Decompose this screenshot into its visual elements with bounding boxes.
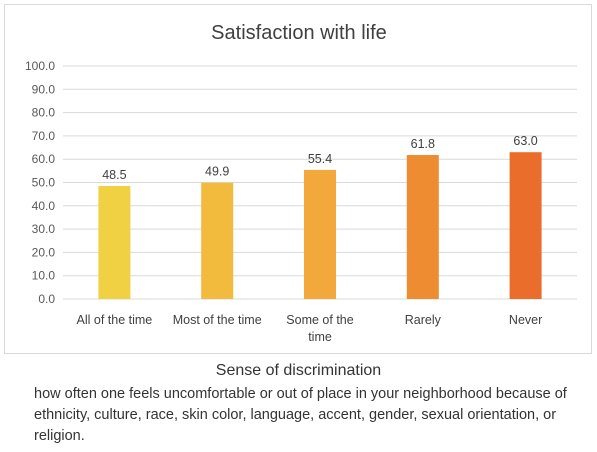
y-tick-label: 60.0 — [32, 152, 56, 166]
data-label: 55.4 — [308, 152, 332, 166]
y-tick-label: 100.0 — [25, 59, 55, 73]
x-tick-label: Rarely — [405, 313, 442, 327]
y-tick-label: 30.0 — [32, 222, 56, 236]
x-tick-label: time — [308, 330, 332, 344]
y-tick-label: 50.0 — [32, 176, 56, 190]
x-tick-label: Never — [509, 313, 542, 327]
bar — [201, 182, 234, 299]
y-tick-label: 40.0 — [32, 199, 56, 213]
x-tick-label: All of the time — [77, 313, 153, 327]
y-tick-label: 10.0 — [32, 269, 56, 283]
bar — [509, 152, 542, 299]
chart-title: Satisfaction with life — [211, 22, 387, 44]
y-tick-label: 20.0 — [32, 245, 56, 259]
y-tick-label: 80.0 — [32, 106, 56, 120]
bar — [304, 169, 336, 299]
x-tick-label: Some of the — [286, 313, 353, 327]
bar-chart: Satisfaction with life 0.0 10.0 20.0 30.0 40… — [25, 22, 577, 344]
bar — [98, 185, 131, 299]
y-tick-label: 0.0 — [38, 292, 55, 306]
y-tick-label: 70.0 — [32, 129, 56, 143]
data-label: 61.8 — [411, 137, 435, 151]
x-tick-label: Most of the time — [173, 313, 262, 327]
axis-description-note: how often one feels uncomfortable or out… — [34, 386, 567, 444]
bar — [406, 155, 439, 299]
data-label: 63.0 — [513, 134, 537, 148]
y-tick-label: 90.0 — [32, 82, 56, 96]
x-axis-title: Sense of discrimination — [215, 362, 382, 379]
data-label: 49.9 — [205, 165, 229, 179]
data-label: 48.5 — [102, 168, 126, 182]
chart-frame: Satisfaction with life 0.0 10.0 20.0 30.0 40… — [4, 4, 592, 354]
